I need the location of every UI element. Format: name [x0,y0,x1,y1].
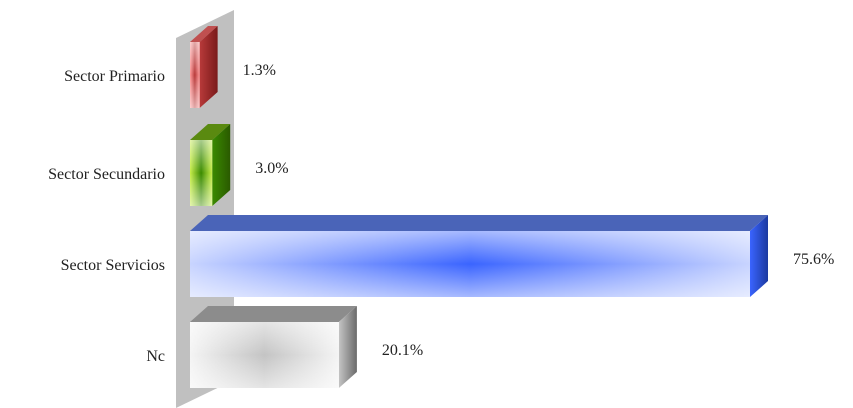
bar-side-sector-primario [199,26,218,108]
category-label-nc: Nc [146,348,165,365]
category-label-sector-servicios: Sector Servicios [61,257,165,274]
category-label-sector-primario: Sector Primario [64,68,165,85]
bar-front-shine-sector-secundario [190,140,213,206]
bar-front-shine-nc [190,322,339,388]
bar-side-sector-secundario [212,124,231,206]
category-label-sector-secundario: Sector Secundario [48,166,165,183]
bar-sector-servicios [190,215,768,297]
bar-sector-secundario [190,124,231,206]
bar-sector-primario [190,26,218,108]
bar-front-shine-sector-primario [190,42,200,108]
value-label-sector-secundario: 3.0% [255,160,288,177]
bar-top-sector-primario [190,26,218,42]
value-label-sector-servicios: 75.6% [793,251,834,268]
value-label-sector-primario: 1.3% [243,62,276,79]
bar-top-sector-servicios [190,215,768,231]
bar-nc [190,306,357,388]
value-label-nc: 20.1% [382,342,423,359]
bar-side-nc [338,306,357,388]
bar-front-shine-sector-servicios [190,231,750,297]
bar-top-sector-secundario [190,124,231,140]
bar-top-nc [190,306,357,322]
bar-side-sector-servicios [750,215,768,297]
